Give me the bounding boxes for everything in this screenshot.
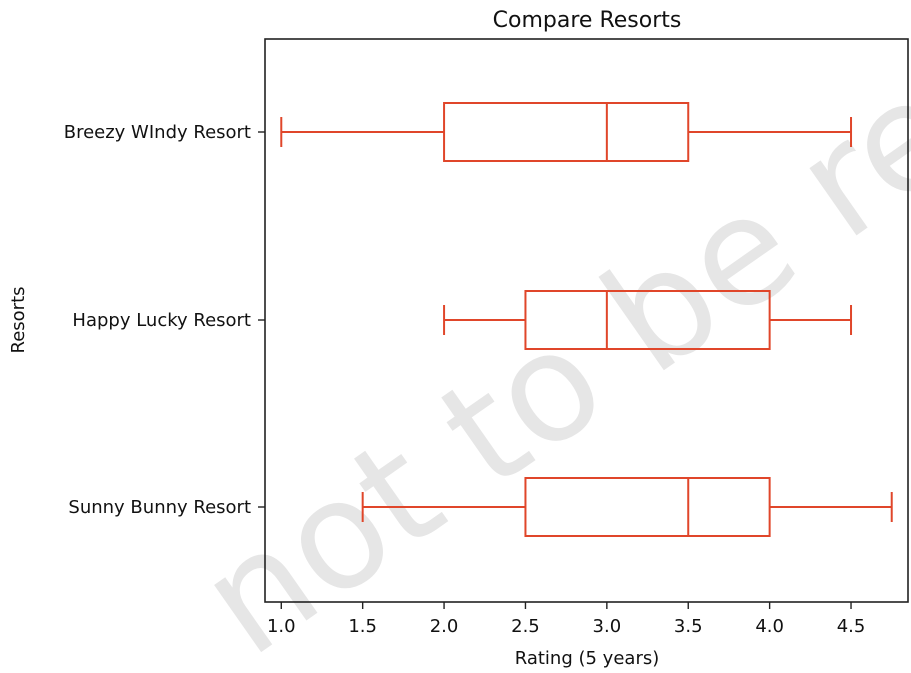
boxes-layer [280, 102, 893, 537]
y-tick-label: Sunny Bunny Resort [68, 497, 251, 518]
x-axis: 1.0 1.5 2.0 2.5 3.0 3.5 4.0 4.5 [267, 602, 865, 637]
x-tick-label: 4.0 [755, 616, 784, 637]
iqr-box [524, 477, 771, 537]
chart-title: Compare Resorts [493, 8, 682, 33]
box-2 [443, 290, 853, 350]
x-tick-label: 2.5 [511, 616, 540, 637]
box-1 [280, 102, 853, 162]
watermark: not to be republished [171, 0, 911, 673]
x-tick-label: 1.0 [267, 616, 296, 637]
y-tick-label: Breezy WIndy Resort [64, 122, 251, 143]
x-tick-label: 3.0 [593, 616, 622, 637]
x-axis-label: Rating (5 years) [515, 648, 660, 669]
x-tick-label: 4.5 [837, 616, 866, 637]
x-tick-label: 3.5 [674, 616, 703, 637]
y-axis: Breezy WIndy Resort Happy Lucky Resort Sun… [64, 122, 265, 518]
iqr-box [443, 102, 690, 162]
y-axis-label: Resorts [8, 287, 29, 354]
box-3 [361, 477, 893, 537]
x-tick-label: 2.0 [430, 616, 459, 637]
y-tick-label: Happy Lucky Resort [72, 310, 251, 331]
iqr-box [524, 290, 771, 350]
x-tick-label: 1.5 [348, 616, 377, 637]
